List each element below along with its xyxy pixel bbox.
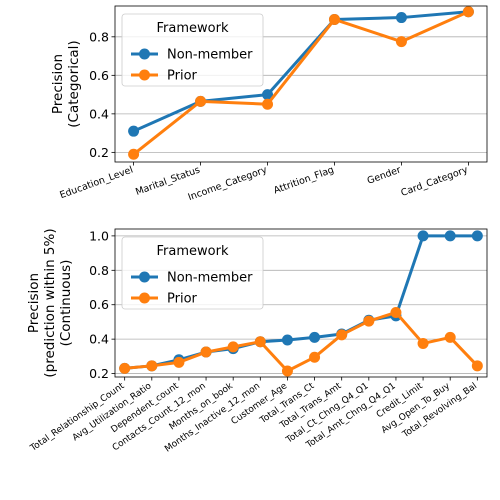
- data-point-non-member: [309, 331, 321, 343]
- series-line-prior: [132, 10, 470, 156]
- y-tick-label: 0.2: [89, 366, 109, 381]
- data-point-non-member: [395, 12, 407, 24]
- legend-entry-label: Non-member: [167, 271, 253, 286]
- y-tick-label: 0.8: [89, 263, 109, 278]
- data-point-prior: [328, 13, 340, 25]
- data-point-prior: [444, 331, 456, 343]
- data-point-non-member: [444, 230, 456, 242]
- y-axis-label: (Continuous): [58, 260, 74, 347]
- legend-box: [121, 236, 264, 310]
- data-point-prior: [254, 336, 266, 348]
- data-point-prior: [195, 95, 207, 107]
- axes-frame: [114, 228, 488, 378]
- legend-entry-label: Non-member: [167, 48, 253, 63]
- x-tick-label: Attrition_Flag: [272, 164, 335, 196]
- y-tick-label: 1.0: [89, 228, 109, 243]
- x-tick-label: Education_Level: [58, 164, 134, 201]
- legend-entry-label: Prior: [167, 292, 198, 307]
- data-point-prior: [146, 360, 158, 372]
- legend-entry-label: Prior: [167, 69, 198, 84]
- legend-swatch-marker: [139, 69, 150, 81]
- y-tick-label: 0.4: [89, 332, 109, 347]
- legend-title: Framework: [157, 244, 229, 259]
- y-tick-label: 0.8: [89, 29, 109, 44]
- data-point-prior: [200, 346, 212, 358]
- data-point-non-member: [417, 230, 429, 242]
- y-axis-label: Precision: [50, 54, 66, 114]
- data-point-prior: [395, 36, 407, 48]
- data-point-prior: [128, 148, 140, 160]
- data-point-prior: [336, 329, 348, 341]
- data-point-prior: [262, 98, 274, 110]
- legend-swatch-marker: [139, 271, 150, 283]
- legend-box: [121, 13, 264, 87]
- data-point-prior: [462, 6, 474, 18]
- axes-frame: [114, 5, 488, 163]
- data-point-non-member: [128, 125, 140, 137]
- y-tick-label: 0.4: [89, 106, 109, 121]
- y-axis-label: (prediction within 5%): [42, 228, 58, 377]
- data-point-prior: [309, 351, 321, 363]
- data-point-prior: [281, 365, 293, 377]
- data-point-non-member: [281, 334, 293, 346]
- data-point-prior: [173, 356, 185, 368]
- data-point-non-member: [262, 89, 274, 101]
- data-point-prior: [119, 362, 131, 374]
- x-tick-label: Gender: [366, 164, 403, 186]
- x-tick-label: Card_Category: [400, 164, 470, 199]
- y-axis-label: Precision: [26, 273, 42, 333]
- data-point-prior: [227, 341, 239, 353]
- data-point-prior: [471, 360, 483, 372]
- legend-swatch-marker: [139, 292, 150, 304]
- data-point-prior: [417, 337, 429, 349]
- y-axis-label: (Categorical): [66, 40, 82, 127]
- y-tick-label: 0.2: [89, 145, 109, 160]
- chart-panel-2: 0.20.40.60.81.0Total_Relationship_CountA…: [26, 228, 488, 455]
- y-tick-label: 0.6: [89, 68, 109, 83]
- data-point-prior: [363, 315, 375, 327]
- data-point-prior: [390, 306, 402, 318]
- legend-swatch-marker: [139, 48, 150, 60]
- legend-title: Framework: [157, 21, 229, 36]
- series-line-non-member: [132, 10, 469, 133]
- y-tick-label: 0.6: [89, 297, 109, 312]
- data-point-non-member: [471, 230, 483, 242]
